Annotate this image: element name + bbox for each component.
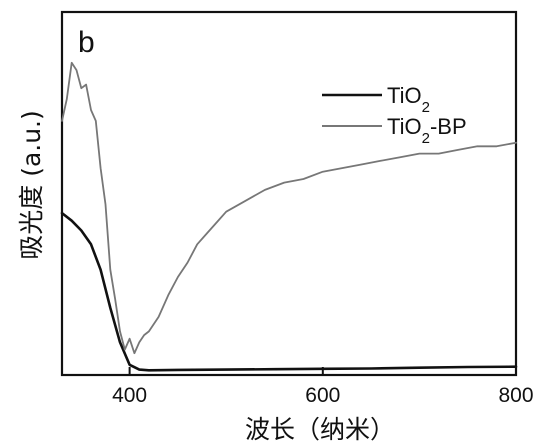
x-tick-label-800: 800 bbox=[498, 384, 533, 407]
legend-label-tio2: TiO2 bbox=[387, 83, 430, 116]
x-tick-label-400: 400 bbox=[112, 384, 147, 407]
x-ticks: 400 600 800 bbox=[112, 367, 534, 407]
x-tick-label-600: 600 bbox=[305, 384, 340, 407]
legend-label-tio2-bp: TiO2-BP bbox=[387, 114, 467, 147]
series-line-tio2 bbox=[60, 211, 518, 372]
plot-frame bbox=[60, 10, 518, 377]
y-axis-title: 吸光度 (a.u.) bbox=[17, 110, 46, 260]
legend: TiO2 TiO2-BP bbox=[322, 83, 467, 147]
panel-label: b bbox=[78, 26, 95, 59]
series-line-tio2-bp bbox=[61, 61, 517, 355]
series-layer bbox=[60, 61, 518, 372]
x-axis-title: 波长（纳米） bbox=[245, 415, 395, 444]
